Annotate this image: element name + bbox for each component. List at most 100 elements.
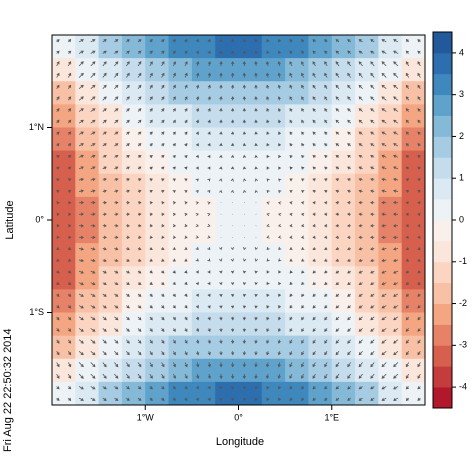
vector-arrow (347, 143, 351, 147)
vector-arrow (219, 258, 223, 262)
vector-arrow (405, 189, 409, 193)
heat-cell (98, 335, 123, 360)
colorbar-tick-label: 1 (459, 173, 464, 183)
vector-arrow (230, 305, 235, 309)
vector-arrow (323, 224, 328, 228)
heat-cell (168, 173, 193, 198)
vector-arrow (161, 143, 165, 147)
vector-arrow (347, 50, 351, 54)
vector-arrow (195, 142, 199, 147)
vector-arrow (254, 142, 258, 147)
vector-arrow (289, 84, 293, 89)
heat-cell (75, 266, 100, 290)
heat-cell (401, 81, 426, 105)
vector-arrow (417, 166, 421, 170)
heat-cell (238, 196, 263, 221)
heat-cell (215, 150, 239, 175)
vector-arrow (149, 397, 153, 401)
vector-arrow (393, 373, 399, 379)
heat-cell (401, 58, 426, 82)
vector-arrow (68, 108, 72, 112)
heat-cell (75, 104, 100, 128)
vector-arrow (405, 235, 409, 239)
vector-arrow (126, 224, 130, 228)
vector-arrow (289, 154, 293, 159)
vector-arrow (254, 50, 258, 54)
heat-cell (401, 196, 426, 221)
vector-arrow (242, 316, 247, 321)
vector-arrow (90, 328, 96, 332)
heat-cell (378, 289, 403, 313)
heat-cell (75, 150, 100, 175)
vector-arrow (417, 143, 421, 147)
vector-arrow (358, 350, 363, 356)
vector-arrow (207, 235, 211, 239)
vector-arrow (126, 166, 130, 170)
heat-cell (52, 266, 76, 290)
vector-arrow (90, 224, 96, 228)
vector-arrow (114, 178, 119, 182)
vector-arrow (207, 96, 211, 101)
heat-cell (215, 381, 239, 406)
vector-arrow (68, 50, 72, 54)
vector-arrow (161, 386, 165, 390)
colorbar-swatch (433, 115, 452, 137)
vector-arrow (196, 351, 200, 356)
vector-arrow (56, 143, 60, 147)
vector-arrow (254, 258, 258, 262)
vector-arrow (254, 189, 258, 194)
vector-arrow (266, 166, 270, 170)
heat-cell (215, 243, 239, 267)
vector-arrow (184, 397, 188, 402)
vector-arrow (149, 305, 153, 309)
heat-cell (331, 220, 356, 244)
vector-arrow (137, 50, 142, 54)
vector-arrow (184, 316, 188, 321)
vector-arrow (196, 339, 200, 344)
vector-arrow (102, 72, 107, 78)
vector-arrow (126, 351, 130, 356)
vector-arrow (324, 108, 328, 112)
heat-cell (52, 127, 76, 152)
vector-arrow (335, 339, 340, 344)
vector-arrow (370, 397, 375, 401)
vector-arrow (172, 166, 176, 170)
vector-arrow (195, 246, 199, 250)
heat-cell (378, 358, 403, 383)
vector-arrow (265, 362, 270, 368)
heat-cell (52, 58, 76, 82)
vector-arrow (417, 84, 421, 89)
heat-cell (331, 381, 356, 406)
vector-arrow (230, 258, 234, 262)
vector-arrow (137, 166, 142, 170)
vector-arrow (243, 189, 247, 194)
vector-arrow (126, 39, 130, 43)
vector-arrow (219, 305, 223, 309)
vector-arrow (137, 305, 142, 309)
vector-arrow (219, 293, 223, 298)
vector-arrow (126, 50, 130, 54)
vector-arrow (102, 166, 107, 170)
vector-arrow (172, 258, 176, 262)
colorbar-tick-label: -2 (459, 298, 467, 308)
vector-arrow (102, 50, 107, 54)
vector-arrow (289, 328, 293, 332)
vector-arrow (90, 154, 96, 158)
heat-cell (285, 358, 309, 383)
vector-arrow (161, 84, 165, 89)
heat-cell (378, 196, 403, 221)
vector-arrow (67, 96, 72, 101)
vector-arrow (78, 293, 84, 297)
vector-arrow (312, 362, 316, 368)
vector-arrow (417, 258, 421, 262)
vector-arrow (347, 166, 351, 170)
vector-arrow (149, 155, 153, 159)
vector-arrow (149, 131, 153, 135)
heat-cell (121, 220, 146, 244)
heat-cell (261, 127, 286, 152)
vector-arrow (90, 166, 96, 170)
heat-cell (168, 104, 193, 128)
vector-arrow (102, 305, 107, 309)
heat-cell (238, 358, 263, 383)
heat-cell (285, 220, 309, 244)
